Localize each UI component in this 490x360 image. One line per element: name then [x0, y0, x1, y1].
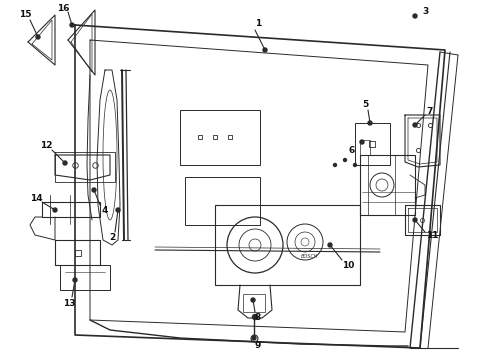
Text: 14: 14 — [30, 194, 42, 202]
Circle shape — [36, 35, 40, 39]
Circle shape — [334, 163, 337, 166]
Circle shape — [92, 188, 96, 192]
Circle shape — [368, 121, 372, 125]
Circle shape — [360, 140, 364, 144]
Text: BOSCH: BOSCH — [301, 254, 319, 259]
Bar — [360, 155, 415, 215]
Bar — [180, 110, 260, 165]
Text: 4: 4 — [102, 206, 108, 215]
Circle shape — [73, 278, 77, 282]
Text: 8: 8 — [255, 314, 261, 323]
Bar — [215, 205, 360, 285]
Text: 16: 16 — [57, 4, 69, 13]
Text: 10: 10 — [342, 261, 354, 270]
Text: 3: 3 — [422, 6, 428, 15]
Circle shape — [343, 158, 346, 162]
Circle shape — [63, 161, 67, 165]
Circle shape — [413, 218, 417, 222]
Text: 12: 12 — [40, 140, 52, 149]
Text: 13: 13 — [63, 300, 75, 309]
Circle shape — [263, 48, 267, 52]
Text: 15: 15 — [19, 9, 31, 18]
Circle shape — [252, 336, 256, 340]
Circle shape — [328, 243, 332, 247]
Circle shape — [116, 208, 120, 212]
Bar — [243, 294, 265, 312]
Text: 5: 5 — [362, 99, 368, 108]
Bar — [185, 177, 260, 225]
Circle shape — [251, 298, 255, 302]
Circle shape — [53, 208, 57, 212]
Bar — [360, 140, 370, 155]
Text: 9: 9 — [255, 342, 261, 351]
Text: 6: 6 — [349, 145, 355, 154]
Circle shape — [70, 23, 74, 27]
Text: 2: 2 — [109, 234, 115, 243]
Text: 1: 1 — [255, 18, 261, 27]
Bar — [355, 123, 390, 165]
Circle shape — [252, 315, 258, 320]
Text: 7: 7 — [427, 107, 433, 116]
Text: 11: 11 — [426, 231, 438, 240]
Circle shape — [413, 123, 417, 127]
Circle shape — [413, 14, 417, 18]
Circle shape — [353, 163, 357, 166]
